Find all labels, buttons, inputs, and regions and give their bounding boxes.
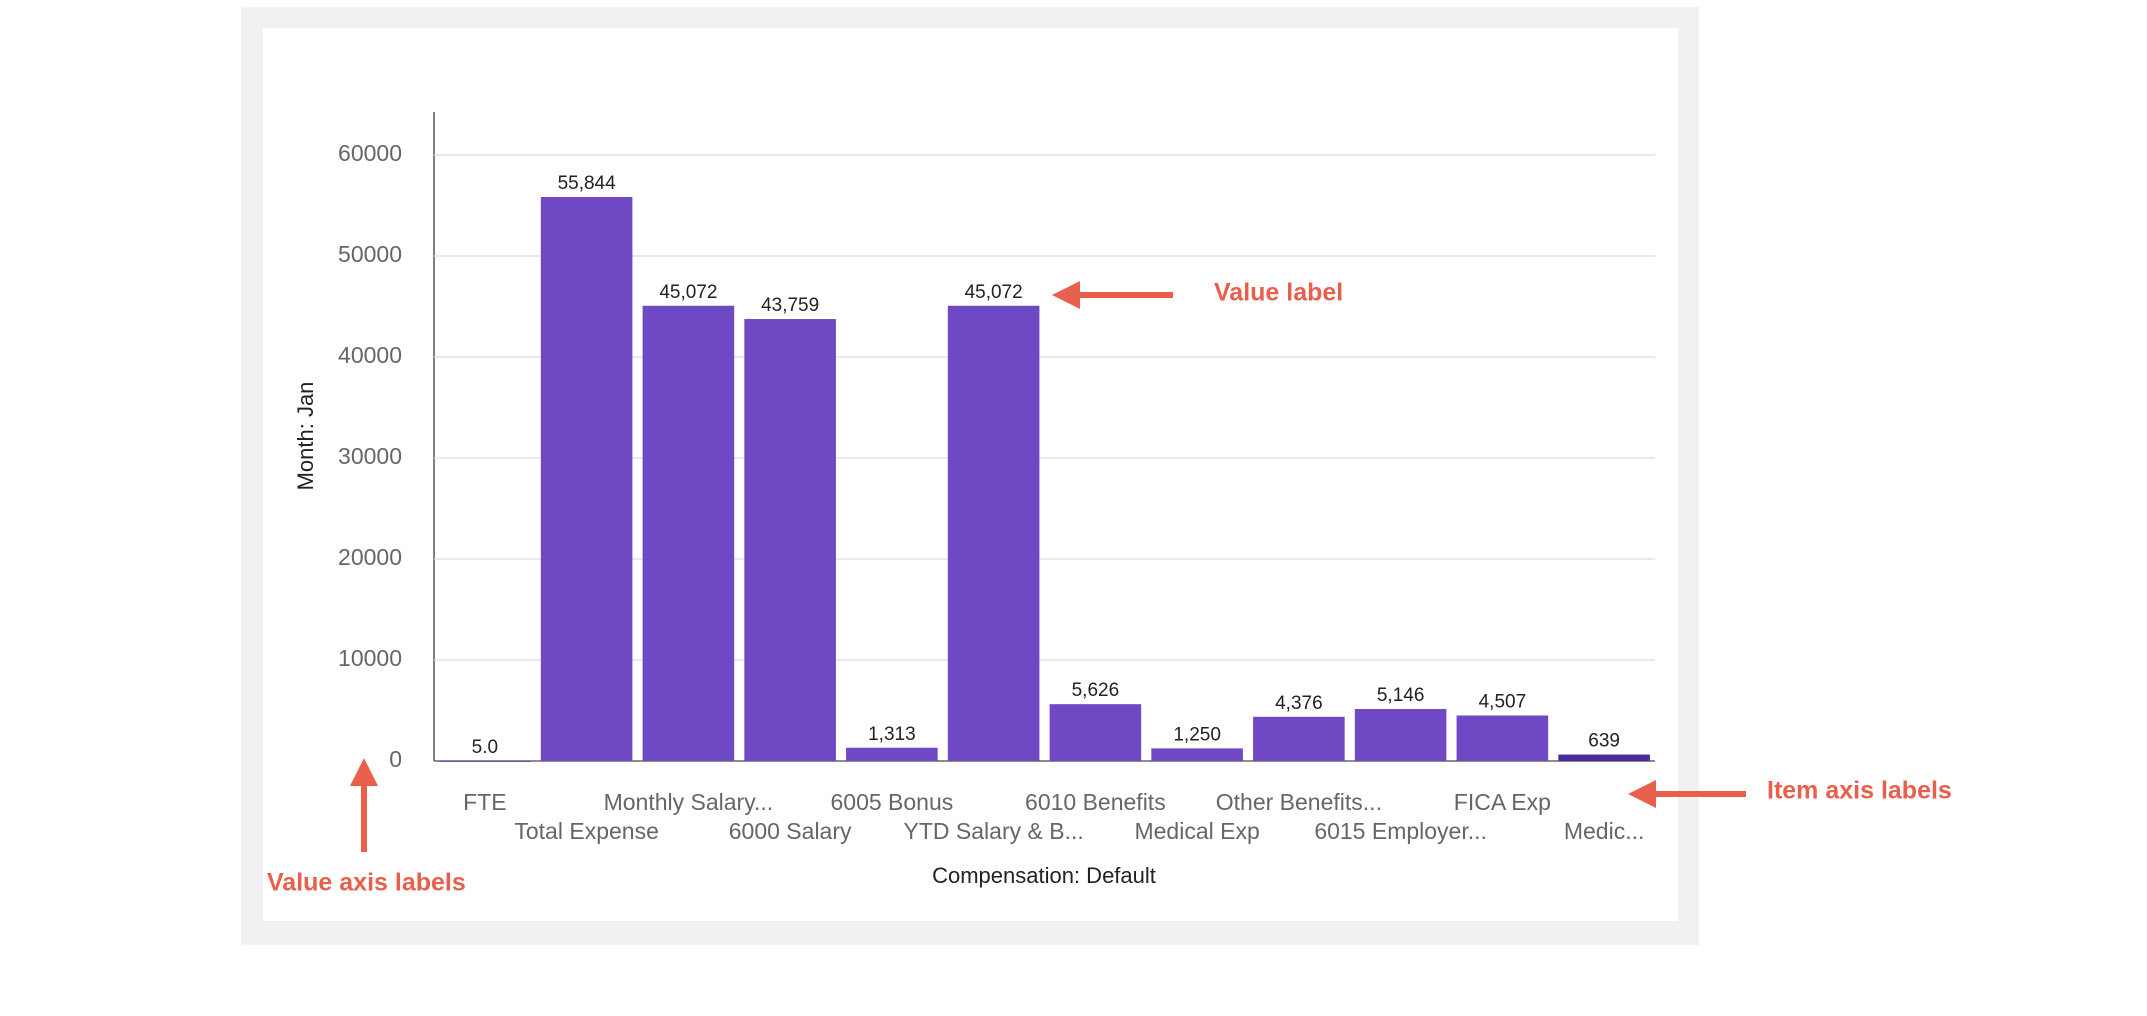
bar — [744, 319, 836, 761]
x-tick-label: 6000 Salary — [729, 818, 852, 844]
bar — [1049, 704, 1142, 761]
x-tick-label: FICA Exp — [1454, 789, 1551, 815]
y-tick-label: 10000 — [338, 645, 402, 671]
bar — [1253, 716, 1345, 761]
y-axis-title: Month: Jan — [293, 382, 318, 491]
x-tick-label: FTE — [463, 789, 506, 815]
value-label: 1,250 — [1173, 724, 1221, 745]
x-axis-title: Compensation: Default — [932, 863, 1156, 888]
value-label: 5,146 — [1377, 685, 1425, 706]
x-tick-label: YTD Salary & B... — [904, 818, 1084, 844]
value-label: 45,072 — [659, 282, 717, 303]
y-tick-label: 0 — [389, 746, 402, 772]
bar — [947, 305, 1040, 761]
x-tick-label: Other Benefits... — [1216, 789, 1382, 815]
y-tick-label: 50000 — [338, 241, 402, 267]
x-tick-label: 6005 Bonus — [830, 789, 953, 815]
value-label: 4,507 — [1479, 691, 1527, 712]
bar — [1354, 709, 1447, 761]
x-tick-label: Medical Exp — [1134, 818, 1259, 844]
annotation: Value label — [1214, 279, 1343, 307]
y-tick-label: 30000 — [338, 443, 402, 469]
x-tick-label: 6015 Employer... — [1314, 818, 1487, 844]
annotation: Item axis labels — [1767, 777, 1952, 805]
x-tick-label: Monthly Salary... — [604, 789, 774, 815]
value-label: 5.0 — [472, 737, 498, 758]
bar — [846, 747, 938, 761]
y-tick-label: 60000 — [338, 140, 402, 166]
x-tick-label: 6010 Benefits — [1025, 789, 1166, 815]
value-label: 4,376 — [1275, 693, 1323, 714]
value-label: 5,626 — [1072, 680, 1120, 701]
bar — [1456, 715, 1549, 761]
value-label: 43,759 — [761, 295, 819, 316]
value-label: 45,072 — [965, 282, 1023, 303]
bar — [540, 196, 633, 762]
y-tick-label: 40000 — [338, 342, 402, 368]
value-label: 55,844 — [558, 173, 617, 194]
value-label: 1,313 — [868, 724, 916, 745]
value-label: 639 — [1588, 731, 1620, 752]
bar — [642, 305, 735, 761]
bar — [1558, 754, 1650, 761]
bar — [1151, 748, 1243, 761]
x-tick-label: Total Expense — [514, 818, 658, 844]
bar — [439, 760, 531, 762]
annotation: Value axis labels — [267, 869, 466, 897]
y-tick-label: 20000 — [338, 544, 402, 570]
arrows — [350, 281, 1746, 852]
x-tick-label: Medic... — [1564, 818, 1645, 844]
